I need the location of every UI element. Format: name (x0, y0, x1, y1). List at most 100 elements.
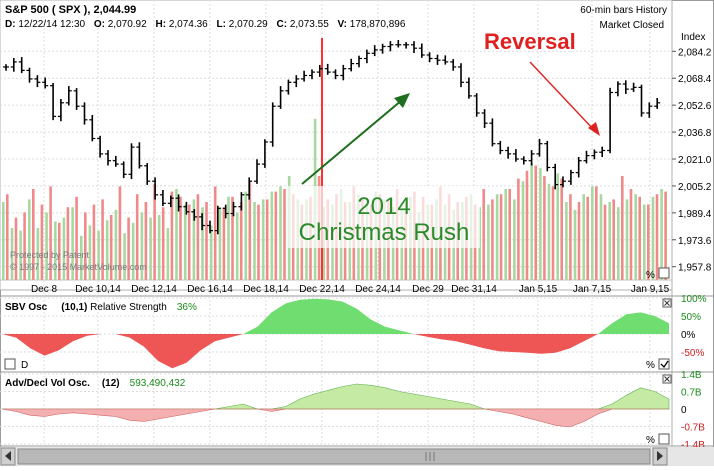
sbv-close-icon (664, 300, 670, 306)
down-volume-bar (170, 191, 174, 280)
price-bar (159, 190, 166, 206)
rush-year: 2014 (357, 193, 410, 220)
price-tick-label: 2,021.0 (678, 155, 712, 166)
down-volume-bar (196, 194, 200, 280)
price-bar (403, 42, 410, 49)
price-bar (591, 149, 598, 160)
advdecl-negative-area (1, 408, 669, 428)
price-bar (371, 45, 378, 57)
price-bar (214, 205, 221, 235)
price-bar (254, 159, 260, 184)
up-volume-bar (209, 225, 213, 280)
up-volume-bar (149, 217, 152, 280)
down-volume-bar (647, 204, 650, 280)
up-volume-bar (105, 220, 109, 280)
price-bar (614, 81, 621, 97)
sbv-tick-label: 100% (681, 294, 707, 305)
down-volume-bar (283, 189, 286, 280)
sbv-d-label: D (21, 360, 28, 371)
price-bar (191, 209, 198, 221)
scroll-thumb-grip-icon (425, 452, 435, 461)
price-bar (434, 54, 441, 65)
date-tick-label: Dec 16,14 (187, 284, 233, 295)
down-volume-bar (482, 189, 485, 280)
advdecl-close-icon (664, 376, 670, 382)
sbv-pct-label: % (646, 360, 655, 371)
up-volume-bar (45, 212, 48, 280)
price-bar (136, 142, 143, 169)
price-bar (57, 99, 64, 122)
price-tick-label: 1,989.4 (678, 209, 712, 220)
price-bar (473, 93, 480, 117)
advdecl-tick-label: 1.4B (681, 370, 702, 381)
up-volume-bar (573, 209, 577, 280)
sbv-title: SBV Osc (10,1) Relative Strength 36% (5, 302, 197, 313)
up-volume-bar (157, 215, 161, 280)
down-volume-bar (14, 217, 18, 280)
rush-arrow (301, 99, 403, 185)
scroll-right-icon (657, 451, 663, 461)
price-bar (238, 192, 245, 211)
up-volume-bar (279, 186, 282, 280)
price-bar (97, 135, 104, 158)
down-volume-bar (491, 199, 494, 280)
sbv-d-checkbox[interactable] (4, 358, 16, 370)
price-bar (497, 140, 504, 155)
advdecl-pct-checkbox[interactable] (658, 433, 670, 445)
price-bar (638, 84, 645, 117)
rush-arrow-head (394, 93, 410, 108)
up-volume-bar (114, 209, 118, 280)
rush-annotation: 2014 Christmas Rush (288, 186, 480, 248)
price-bar (50, 83, 57, 121)
up-volume-bar (591, 186, 594, 280)
price-bar (489, 118, 496, 147)
price-bar (152, 177, 159, 200)
price-bar (261, 139, 268, 168)
up-volume-bar (547, 183, 551, 280)
up-volume-bar (504, 189, 507, 280)
down-volume-bar (179, 196, 182, 280)
down-volume-bar (187, 204, 191, 280)
price-panel-checkbox[interactable] (658, 267, 670, 279)
date-tick-label: Dec 22,14 (299, 284, 345, 295)
date-tick-label: Jan 5,15 (519, 284, 558, 295)
up-volume-bar (625, 199, 629, 280)
down-volume-bar (144, 202, 148, 280)
price-bar (65, 86, 72, 106)
price-bar (340, 64, 347, 81)
up-volume-bar (19, 230, 22, 280)
price-tick-label: 2,084.2 (678, 47, 712, 58)
up-volume-bar (140, 212, 144, 280)
advdecl-tick-label: 0.7B (681, 388, 702, 399)
sbv-pct-checkbox[interactable] (658, 358, 670, 370)
sbv-tick-label: -50% (681, 348, 704, 359)
up-volume-bar (123, 233, 126, 280)
price-bar (222, 204, 229, 219)
price-bar (34, 75, 41, 88)
up-volume-bar (253, 202, 256, 280)
sbv-tick-label: 0% (681, 330, 696, 341)
down-volume-bar (274, 191, 278, 280)
down-volume-bar (213, 186, 217, 280)
price-bar (301, 70, 308, 82)
down-volume-bar (101, 199, 104, 280)
price-tick-label: 1,973.6 (678, 236, 712, 247)
down-volume-bar (560, 178, 563, 280)
down-volume-bar (569, 194, 572, 280)
price-bar (442, 55, 449, 65)
price-bar (42, 77, 49, 89)
down-volume-bar (32, 189, 35, 280)
ohlcv-readout: D: 12/22/14 12:30 O: 2,070.92 H: 2,074.3… (5, 19, 406, 30)
price-bar (379, 43, 386, 54)
index-label: Index (681, 32, 705, 43)
scroll-thumb[interactable] (17, 448, 651, 465)
down-volume-bar (231, 196, 234, 280)
price-bar (418, 43, 425, 58)
price-bar (112, 155, 119, 167)
down-volume-bar (109, 215, 113, 280)
up-volume-bar (131, 222, 135, 280)
up-volume-bar (244, 191, 248, 280)
up-volume-bar (608, 202, 611, 280)
down-volume-bar (40, 204, 44, 280)
price-bar (73, 88, 80, 110)
